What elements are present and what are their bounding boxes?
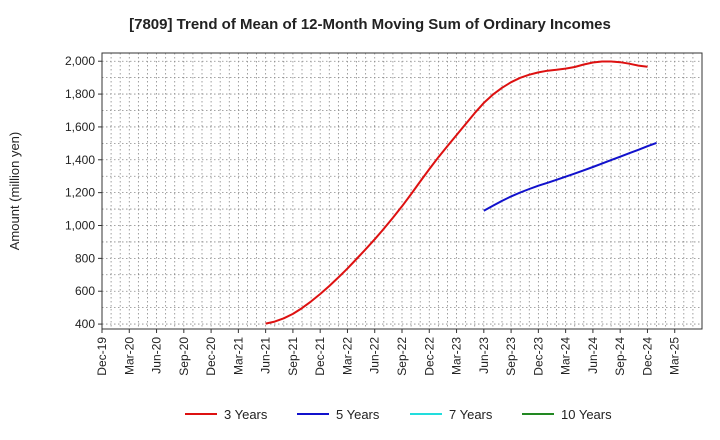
legend-label: 5 Years: [336, 407, 380, 422]
x-tick-label: Mar-20: [122, 337, 136, 375]
x-tick-label: Mar-25: [668, 337, 682, 375]
x-tick-label: Sep-24: [613, 337, 627, 376]
y-tick-label: 1,800: [65, 87, 95, 101]
x-tick-label: Sep-23: [504, 337, 518, 376]
series-line-3-years: [265, 60, 648, 325]
chart-title: [7809] Trend of Mean of 12-Month Moving …: [129, 16, 611, 33]
y-tick-label: 1,200: [65, 186, 95, 200]
legend-label: 10 Years: [561, 407, 612, 422]
y-tick-label: 800: [75, 251, 95, 265]
x-tick-label: Dec-19: [95, 337, 109, 376]
x-tick-label: Mar-22: [340, 337, 354, 375]
y-axis-ticks: 400 600 800 1,000 1,200 1,400 1,600 1,800 2,000: [65, 54, 102, 331]
x-tick-label: Dec-21: [313, 337, 327, 376]
y-tick-label: 400: [75, 317, 95, 331]
series-lines: [265, 60, 657, 325]
y-tick-label: 600: [75, 284, 95, 298]
y-tick-label: 1,600: [65, 120, 95, 134]
x-tick-label: Dec-23: [531, 337, 545, 376]
x-tick-label: Mar-23: [450, 337, 464, 375]
x-tick-label: Sep-20: [177, 337, 191, 376]
x-tick-label: Dec-22: [422, 337, 436, 376]
y-tick-label: 1,000: [65, 219, 95, 233]
legend: 3 Years 5 Years 7 Years 10 Years: [185, 407, 612, 422]
legend-label: 7 Years: [449, 407, 493, 422]
x-tick-label: Jun-23: [477, 337, 491, 374]
x-tick-label: Dec-20: [204, 337, 218, 376]
x-tick-label: Jun-21: [259, 337, 273, 374]
legend-label: 3 Years: [224, 407, 268, 422]
y-tick-label: 2,000: [65, 54, 95, 68]
x-tick-label: Dec-24: [640, 337, 654, 376]
x-axis-ticks: Dec-19 Mar-20 Jun-20 Sep-20 Dec-20 Mar-21 Jun-…: [95, 329, 682, 376]
x-tick-label: Mar-21: [231, 337, 245, 375]
series-line-5-years: [483, 141, 657, 212]
x-tick-label: Jun-24: [586, 337, 600, 374]
x-tick-label: Jun-22: [368, 337, 382, 374]
y-axis-label: Amount (million yen): [7, 132, 22, 251]
y-tick-label: 1,400: [65, 153, 95, 167]
x-tick-label: Mar-24: [559, 337, 573, 375]
x-tick-label: Jun-20: [150, 337, 164, 374]
x-tick-label: Sep-21: [286, 337, 300, 376]
grid-lines: [102, 53, 702, 329]
x-tick-label: Sep-22: [395, 337, 409, 376]
